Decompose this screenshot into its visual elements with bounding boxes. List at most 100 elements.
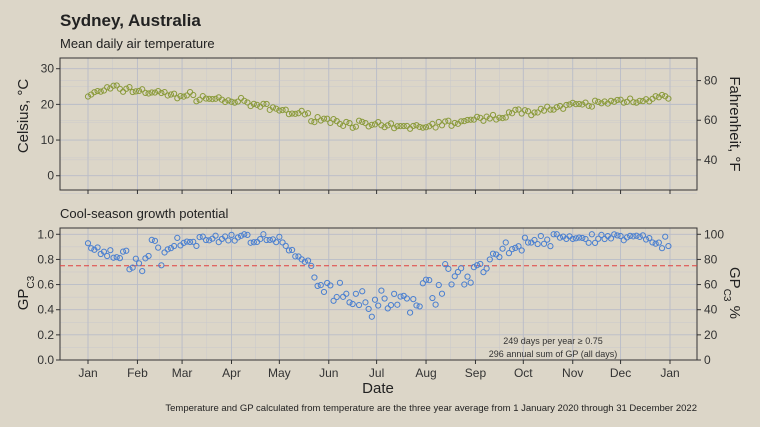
data-point: [113, 254, 120, 261]
data-point: [595, 235, 602, 242]
data-point: [614, 232, 621, 239]
data-point: [126, 84, 133, 91]
data-point: [375, 118, 382, 126]
panel-frame: [59, 57, 698, 191]
data-point: [502, 114, 509, 121]
bottom-left-axis-label: GPC3: [15, 275, 37, 310]
data-point: [585, 239, 592, 246]
data-point: [601, 235, 608, 243]
right-tick-label: 60: [704, 278, 718, 292]
data-point: [282, 106, 289, 113]
data-point: [521, 107, 528, 114]
data-point: [515, 243, 522, 250]
data-point: [186, 238, 194, 246]
data-point: [119, 88, 127, 95]
data-point: [470, 264, 477, 271]
data-point: [544, 236, 551, 243]
data-point: [324, 115, 331, 122]
data-point: [320, 288, 328, 296]
right-tick-label: 100: [704, 227, 724, 241]
data-point: [627, 232, 634, 239]
data-point: [273, 239, 280, 246]
data-point: [132, 88, 139, 95]
right-tick-label: 0: [704, 353, 711, 367]
data-point: [164, 246, 171, 253]
data-point: [129, 88, 136, 96]
data-point: [630, 233, 637, 240]
data-point: [633, 232, 640, 239]
data-point: [473, 113, 481, 120]
data-point: [480, 117, 487, 124]
data-point: [155, 244, 162, 251]
data-point: [397, 293, 404, 300]
gp-panel: 0.0 0.2 0.4 0.6 0.8 1.0 0 20 40 60 80 100 Jan Feb Mar A…: [37, 227, 724, 380]
data-point: [171, 242, 178, 250]
data-point: [139, 267, 146, 275]
data-point: [483, 265, 490, 272]
data-point: [614, 96, 621, 104]
data-point: [186, 88, 194, 96]
data-point: [196, 96, 203, 103]
data-point: [177, 92, 184, 100]
data-point: [630, 99, 637, 106]
data-point: [378, 122, 385, 129]
data-point: [505, 250, 513, 257]
data-point: [512, 106, 519, 113]
data-point: [116, 85, 123, 92]
data-point: [623, 98, 631, 105]
data-point: [531, 236, 538, 244]
data-point: [496, 114, 503, 121]
data-point: [416, 303, 423, 310]
x-tick-label: Jan: [660, 366, 679, 380]
data-point: [534, 109, 541, 116]
data-point: [518, 247, 525, 254]
data-point: [658, 91, 666, 99]
data-point: [247, 239, 254, 246]
data-point: [202, 236, 210, 244]
data-point: [107, 247, 114, 254]
data-point: [288, 246, 296, 254]
x-tick-label: Jun: [319, 366, 338, 380]
bottom-panel-subtitle: Cool-season growth potential: [60, 206, 228, 221]
data-point: [598, 231, 605, 238]
data-point: [314, 282, 321, 289]
data-point: [448, 281, 455, 288]
data-point: [569, 235, 576, 243]
data-point: [343, 290, 350, 297]
data-point: [362, 120, 369, 127]
data-point: [489, 250, 497, 257]
data-point: [422, 276, 430, 283]
data-point: [355, 117, 363, 124]
data-point: [461, 281, 468, 288]
data-point: [642, 236, 650, 243]
data-point: [524, 239, 532, 246]
data-point: [646, 234, 653, 242]
data-point: [607, 97, 615, 104]
data-point: [190, 238, 197, 245]
data-point: [212, 232, 219, 239]
data-point: [400, 122, 407, 130]
data-point: [269, 104, 277, 111]
data-point: [623, 234, 631, 241]
top-panel-subtitle: Mean daily air temperature: [60, 36, 215, 51]
data-point: [148, 89, 155, 96]
data-point: [365, 123, 372, 130]
data-point: [454, 268, 462, 276]
data-point: [655, 239, 662, 246]
data-point: [477, 114, 484, 121]
left-tick-label: 0.8: [37, 252, 54, 266]
data-point: [336, 120, 344, 128]
data-point: [288, 110, 296, 117]
data-point: [591, 239, 599, 246]
data-point: [636, 97, 643, 104]
data-point: [620, 99, 627, 106]
data-point: [598, 100, 605, 107]
data-point: [336, 279, 344, 286]
left-tick-label: 30: [41, 62, 55, 76]
data-point: [362, 299, 369, 306]
data-point: [352, 290, 359, 297]
data-point: [104, 84, 111, 91]
data-point: [391, 125, 398, 132]
data-point: [429, 294, 436, 302]
data-point: [627, 95, 634, 102]
